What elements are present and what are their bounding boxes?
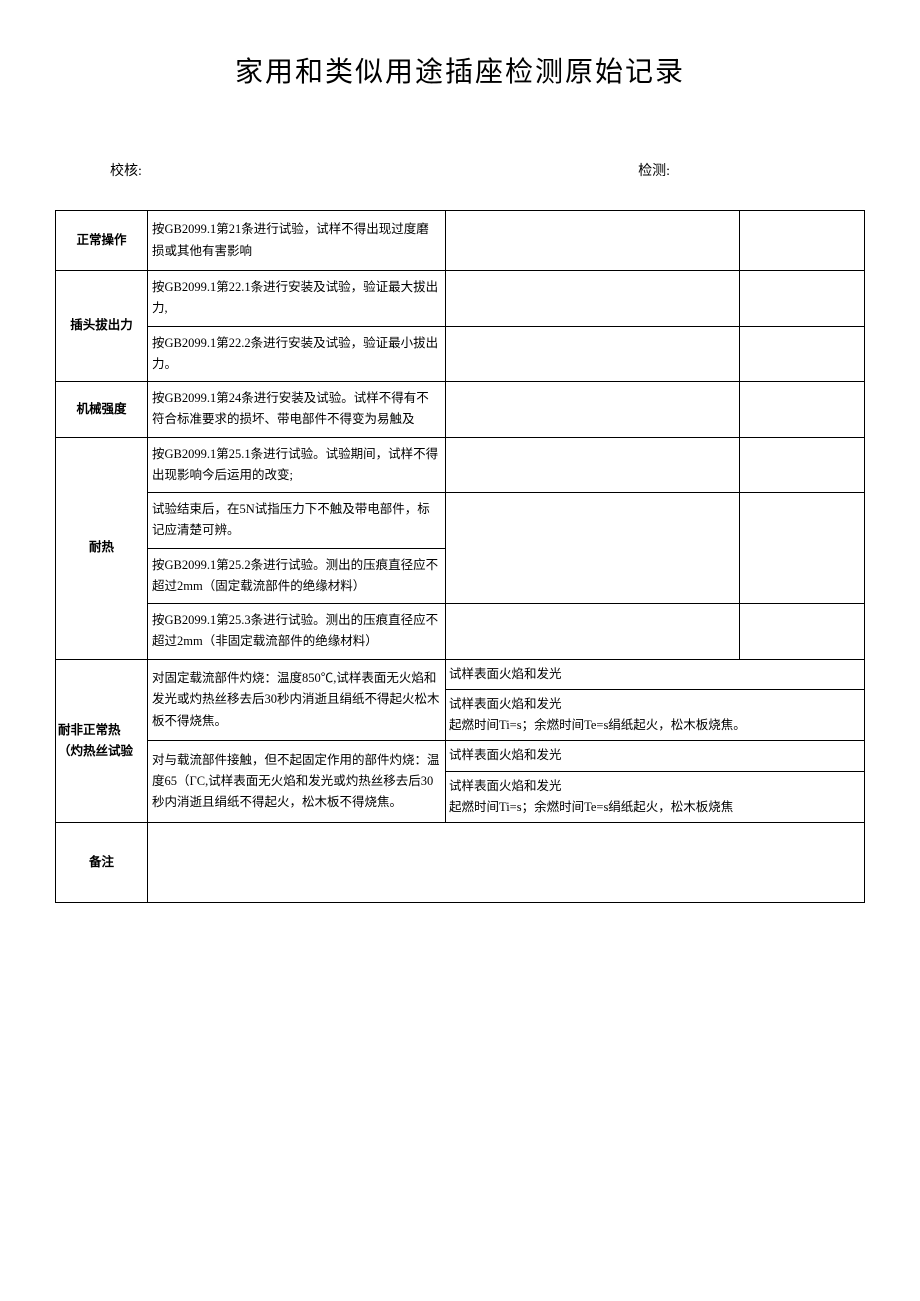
table-row: 按GB2099.1第25.3条进行试验。测出的压痕直径应不超过2mm（非固定载流… — [56, 604, 865, 660]
table-row: 机械强度 按GB2099.1第24条进行安装及试验。试样不得有不符合标准要求的损… — [56, 382, 865, 438]
table-row: 按GB2099.1第22.2条进行安装及试验，验证最小拔出力。 — [56, 326, 865, 382]
remark-cell — [148, 823, 865, 903]
row-label: 机械强度 — [56, 382, 148, 438]
row-desc: 按GB2099.1第21条进行试验，试样不得出现过度磨损或其他有害影响 — [148, 211, 446, 271]
row-label: 正常操作 — [56, 211, 148, 271]
row-label: 耐热 — [56, 437, 148, 659]
row-label: 耐非正常热（灼热丝试验 — [56, 659, 148, 823]
page-title: 家用和类似用途插座检测原始记录 — [55, 50, 865, 90]
result-cell — [446, 211, 740, 271]
table-row: 正常操作 按GB2099.1第21条进行试验，试样不得出现过度磨损或其他有害影响 — [56, 211, 865, 271]
row-desc: 按GB2099.1第22.2条进行安装及试验，验证最小拔出力。 — [148, 326, 446, 382]
result-cell — [740, 211, 865, 271]
row-desc: 按GB2099.1第24条进行安装及试验。试样不得有不符合标准要求的损坏、带电部… — [148, 382, 446, 438]
table-row: 对与载流部件接触，但不起固定作用的部件灼烧：温度65（ΓC,试样表面无火焰和发光… — [56, 741, 865, 771]
table-row: 耐非正常热（灼热丝试验 对固定载流部件灼烧：温度850℃,试样表面无火焰和发光或… — [56, 659, 865, 689]
result-cell — [446, 382, 740, 438]
result-cell — [740, 271, 865, 327]
remark-label: 备注 — [56, 823, 148, 903]
table-row: 耐热 按GB2099.1第25.1条进行试验。试验期间，试样不得出现影响今后运用… — [56, 437, 865, 493]
row-desc: 按GB2099.1第25.3条进行试验。测出的压痕直径应不超过2mm（非固定载流… — [148, 604, 446, 660]
row-desc: 对固定载流部件灼烧：温度850℃,试样表面无火焰和发光或灼热丝移去后30秒内消逝… — [148, 659, 446, 741]
result-cell — [740, 326, 865, 382]
result-cell — [740, 382, 865, 438]
result-cell: 试样表面火焰和发光 — [446, 659, 865, 689]
inspection-table: 正常操作 按GB2099.1第21条进行试验，试样不得出现过度磨损或其他有害影响… — [55, 210, 865, 903]
table-row: 插头拔出力 按GB2099.1第22.1条进行安装及试验，验证最大拔出力, — [56, 271, 865, 327]
result-cell — [740, 604, 865, 660]
signature-row: 校核: 检测: — [55, 160, 865, 180]
result-cell — [446, 326, 740, 382]
check-signature-label: 校核: — [110, 160, 142, 180]
result-cell: 试样表面火焰和发光 起燃时间Ti=s；余燃时间Te=s绢纸起火，松木板烧焦 — [446, 771, 865, 823]
result-cell — [446, 604, 740, 660]
result-cell — [740, 493, 865, 604]
row-desc: 按GB2099.1第25.2条进行试验。测出的压痕直径应不超过2mm（固定载流部… — [148, 548, 446, 604]
row-desc: 按GB2099.1第22.1条进行安装及试验，验证最大拔出力, — [148, 271, 446, 327]
table-row: 备注 — [56, 823, 865, 903]
row-desc: 按GB2099.1第25.1条进行试验。试验期间，试样不得出现影响今后运用的改变… — [148, 437, 446, 493]
test-signature-label: 检测: — [638, 160, 670, 180]
row-desc: 对与载流部件接触，但不起固定作用的部件灼烧：温度65（ΓC,试样表面无火焰和发光… — [148, 741, 446, 823]
result-cell — [446, 493, 740, 604]
row-label: 插头拔出力 — [56, 271, 148, 382]
result-cell: 试样表面火焰和发光 — [446, 741, 865, 771]
result-cell — [446, 271, 740, 327]
row-desc: 试验结束后，在5N试指压力下不触及带电部件，标记应清楚可辨。 — [148, 493, 446, 549]
result-cell: 试样表面火焰和发光 起燃时间Ti=s；余燃时间Te=s绢纸起火，松木板烧焦。 — [446, 689, 865, 741]
result-cell — [446, 437, 740, 493]
result-cell — [740, 437, 865, 493]
table-row: 试验结束后，在5N试指压力下不触及带电部件，标记应清楚可辨。 — [56, 493, 865, 549]
